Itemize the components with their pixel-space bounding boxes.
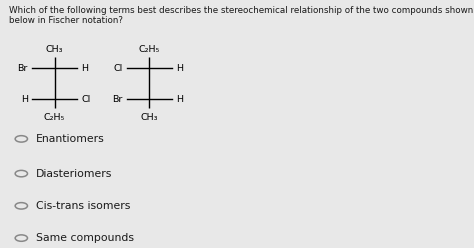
Text: Cl: Cl xyxy=(81,95,91,104)
Text: Enantiomers: Enantiomers xyxy=(36,134,105,144)
Text: Which of the following terms best describes the stereochemical relationship of t: Which of the following terms best descri… xyxy=(9,6,473,15)
Text: Br: Br xyxy=(112,95,123,104)
Text: Br: Br xyxy=(18,64,28,73)
Text: Cis-trans isomers: Cis-trans isomers xyxy=(36,201,130,211)
Text: below in Fischer notation?: below in Fischer notation? xyxy=(9,16,123,25)
Text: CH₃: CH₃ xyxy=(141,113,158,122)
Text: CH₃: CH₃ xyxy=(46,45,63,54)
Text: C₂H₅: C₂H₅ xyxy=(44,113,65,122)
Text: Diasteriomers: Diasteriomers xyxy=(36,169,112,179)
Text: Same compounds: Same compounds xyxy=(36,233,134,243)
Text: H: H xyxy=(81,64,88,73)
Text: H: H xyxy=(176,64,183,73)
Text: C₂H₅: C₂H₅ xyxy=(139,45,160,54)
Text: H: H xyxy=(21,95,28,104)
Text: Cl: Cl xyxy=(113,64,123,73)
Text: H: H xyxy=(176,95,183,104)
